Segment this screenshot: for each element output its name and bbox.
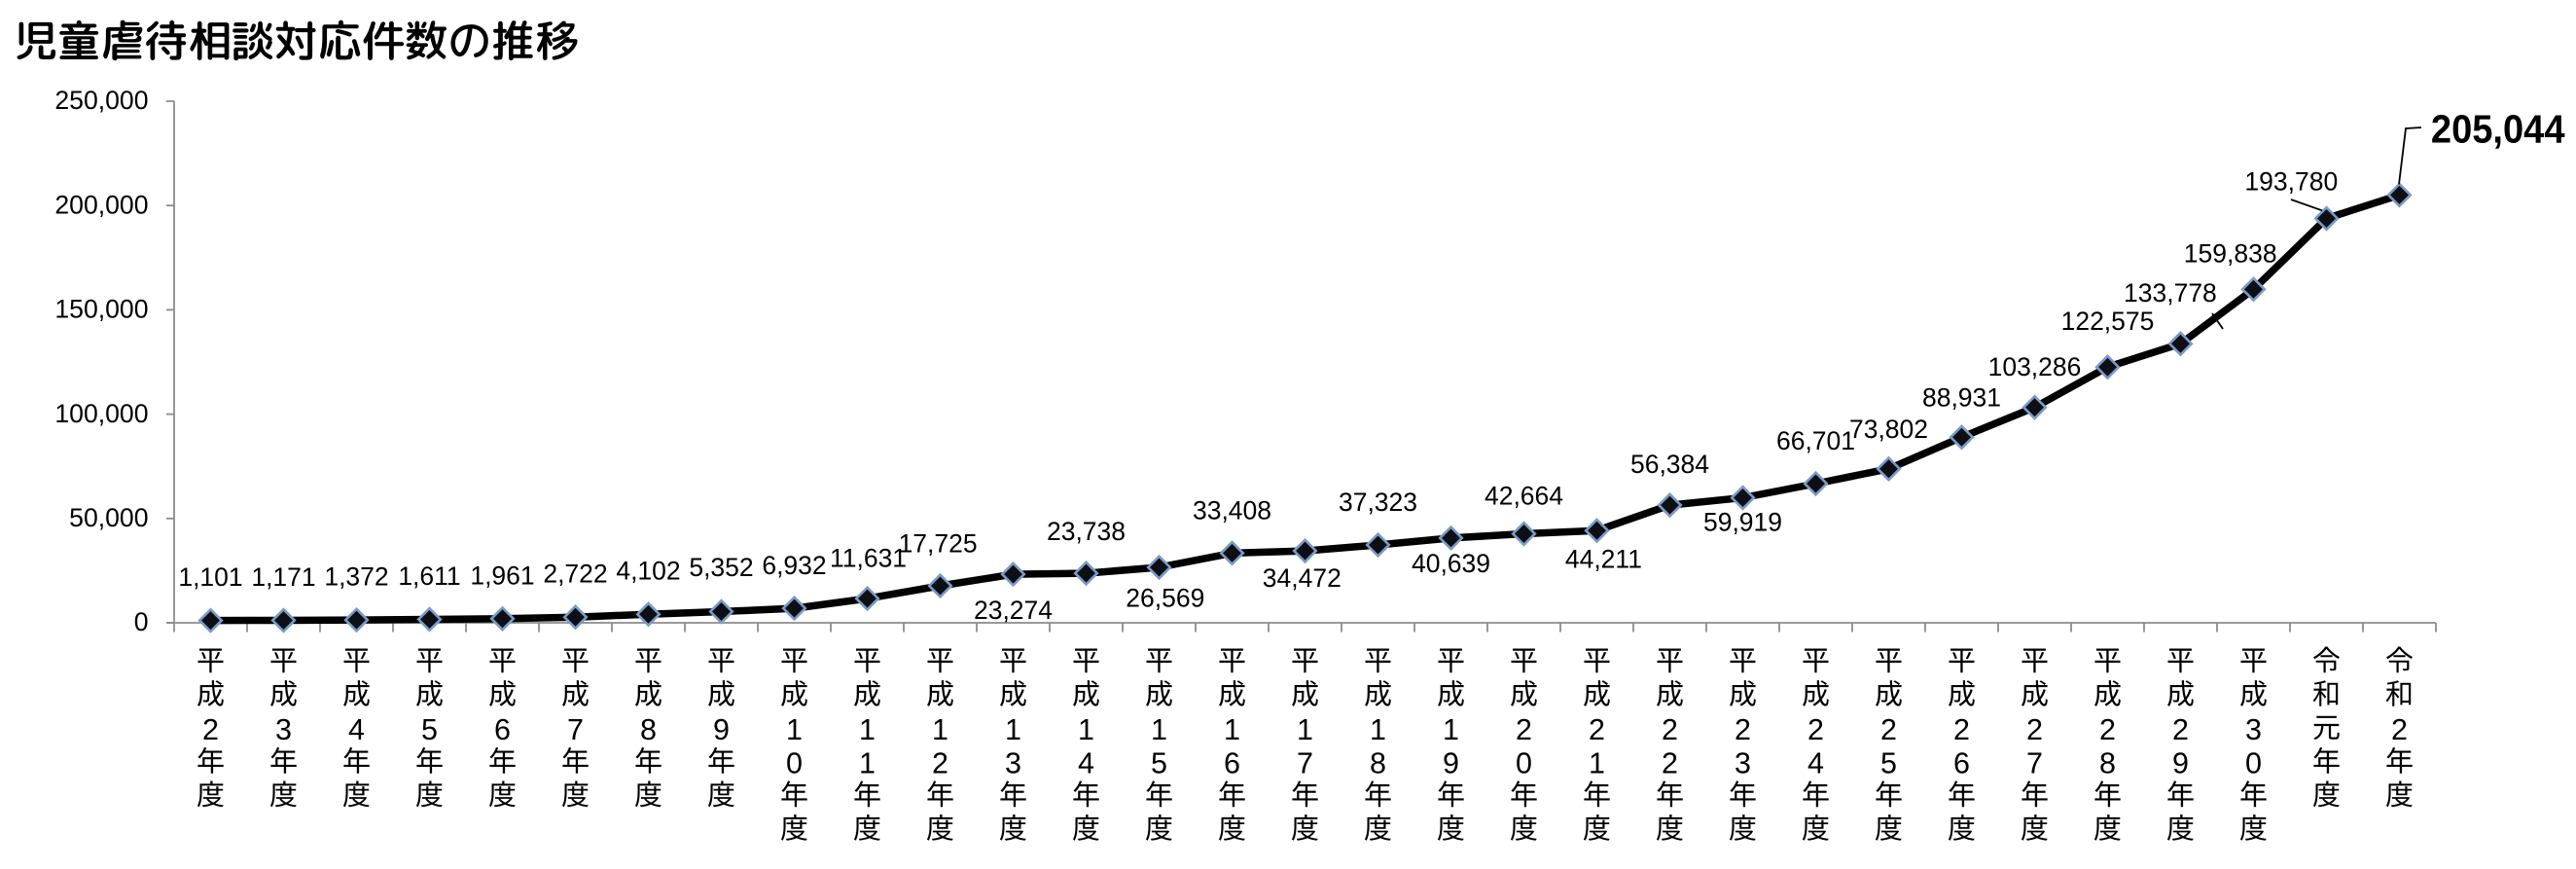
- svg-text:100,000: 100,000: [54, 399, 148, 428]
- svg-text:2: 2: [2099, 713, 2116, 746]
- svg-text:0: 0: [1516, 746, 1532, 779]
- svg-text:205,044: 205,044: [2431, 108, 2565, 152]
- svg-text:2: 2: [1880, 713, 1897, 746]
- svg-text:2: 2: [932, 746, 948, 779]
- svg-text:103,286: 103,286: [1988, 352, 2082, 381]
- svg-text:1: 1: [1297, 713, 1313, 746]
- svg-text:4: 4: [348, 713, 365, 746]
- svg-text:6: 6: [1224, 746, 1240, 779]
- svg-text:1,611: 1,611: [398, 561, 460, 591]
- svg-text:5: 5: [1151, 746, 1167, 779]
- svg-text:1: 1: [1005, 713, 1021, 746]
- svg-text:2,722: 2,722: [543, 560, 607, 589]
- svg-text:8: 8: [2099, 746, 2116, 779]
- svg-text:122,575: 122,575: [2061, 307, 2155, 336]
- svg-text:3: 3: [1735, 746, 1751, 779]
- svg-text:7: 7: [567, 713, 584, 746]
- svg-text:1: 1: [1151, 713, 1167, 746]
- svg-text:9: 9: [713, 713, 730, 746]
- svg-text:1,961: 1,961: [470, 561, 534, 590]
- svg-text:2: 2: [1516, 713, 1532, 746]
- svg-text:8: 8: [1370, 746, 1386, 779]
- svg-text:4,102: 4,102: [616, 557, 680, 586]
- svg-text:150,000: 150,000: [54, 295, 148, 324]
- svg-text:9: 9: [1443, 746, 1459, 779]
- svg-text:1: 1: [1370, 713, 1386, 746]
- svg-text:0: 0: [2245, 746, 2262, 779]
- svg-text:26,569: 26,569: [1126, 584, 1204, 613]
- svg-text:0: 0: [134, 607, 149, 636]
- svg-text:133,778: 133,778: [2124, 278, 2217, 308]
- svg-text:200,000: 200,000: [54, 190, 148, 219]
- svg-text:40,639: 40,639: [1412, 549, 1490, 578]
- svg-text:2: 2: [2026, 713, 2043, 746]
- svg-text:59,919: 59,919: [1703, 508, 1782, 537]
- svg-text:2: 2: [2391, 713, 2408, 746]
- svg-text:73,802: 73,802: [1849, 415, 1928, 444]
- svg-text:1: 1: [1589, 746, 1605, 779]
- svg-text:23,274: 23,274: [974, 596, 1053, 625]
- svg-text:6: 6: [494, 713, 511, 746]
- svg-text:193,780: 193,780: [2244, 166, 2338, 196]
- svg-text:9: 9: [2172, 746, 2189, 779]
- svg-text:3: 3: [1005, 746, 1021, 779]
- svg-text:1: 1: [1224, 713, 1240, 746]
- svg-text:2: 2: [1589, 713, 1605, 746]
- svg-text:23,738: 23,738: [1047, 517, 1126, 546]
- svg-text:159,838: 159,838: [2184, 238, 2277, 268]
- svg-text:42,664: 42,664: [1485, 482, 1563, 511]
- svg-text:66,701: 66,701: [1776, 426, 1855, 455]
- svg-text:1: 1: [1443, 713, 1459, 746]
- svg-text:3: 3: [275, 713, 292, 746]
- svg-text:37,323: 37,323: [1339, 488, 1417, 517]
- svg-text:6: 6: [1953, 746, 1970, 779]
- svg-text:2: 2: [1662, 713, 1678, 746]
- svg-text:88,931: 88,931: [1922, 382, 2001, 412]
- svg-text:2: 2: [1735, 713, 1751, 746]
- svg-text:2: 2: [1953, 713, 1970, 746]
- svg-text:1: 1: [859, 746, 876, 779]
- svg-text:44,211: 44,211: [1565, 544, 1642, 573]
- svg-text:2: 2: [202, 713, 219, 746]
- svg-text:5: 5: [421, 713, 438, 746]
- svg-text:1: 1: [859, 713, 876, 746]
- svg-text:1: 1: [932, 713, 948, 746]
- svg-text:1: 1: [1078, 713, 1094, 746]
- svg-text:33,408: 33,408: [1193, 495, 1271, 525]
- svg-text:7: 7: [2026, 746, 2043, 779]
- svg-text:17,725: 17,725: [899, 529, 978, 559]
- svg-text:3: 3: [2245, 713, 2262, 746]
- svg-text:1,372: 1,372: [324, 562, 388, 592]
- svg-text:2: 2: [2172, 713, 2189, 746]
- svg-text:1,101: 1,101: [178, 562, 242, 592]
- svg-text:34,472: 34,472: [1263, 563, 1342, 593]
- svg-text:4: 4: [1807, 746, 1824, 779]
- svg-text:2: 2: [1662, 746, 1678, 779]
- svg-text:7: 7: [1297, 746, 1313, 779]
- svg-text:0: 0: [786, 746, 803, 779]
- svg-text:5,352: 5,352: [689, 553, 753, 582]
- svg-text:250,000: 250,000: [54, 86, 148, 115]
- svg-text:4: 4: [1078, 746, 1094, 779]
- svg-text:50,000: 50,000: [69, 503, 148, 532]
- svg-text:6,932: 6,932: [762, 551, 826, 580]
- svg-text:56,384: 56,384: [1630, 450, 1709, 479]
- svg-text:5: 5: [1880, 746, 1897, 779]
- svg-text:1,171: 1,171: [251, 562, 315, 592]
- svg-text:11,631: 11,631: [830, 544, 907, 573]
- svg-text:2: 2: [1807, 713, 1824, 746]
- svg-text:8: 8: [640, 713, 657, 746]
- svg-text:1: 1: [786, 713, 803, 746]
